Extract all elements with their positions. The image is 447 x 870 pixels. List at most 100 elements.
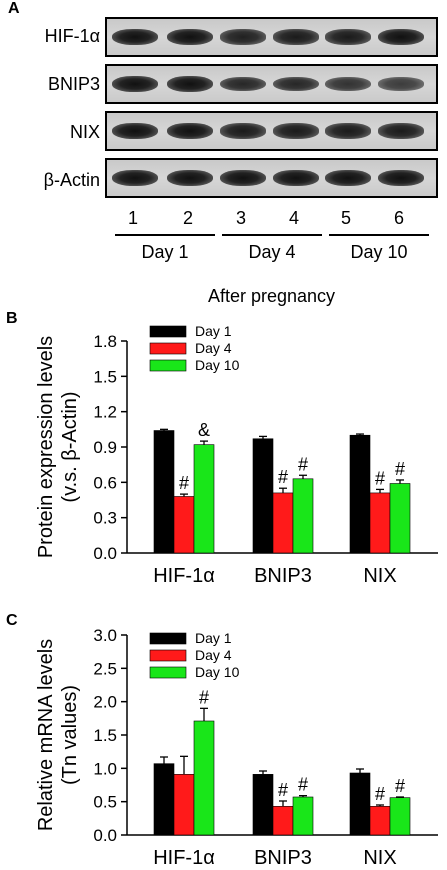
x-tick-label: BNIP3: [254, 565, 312, 587]
group-label-day10: Day 10: [350, 242, 408, 262]
significance-mark: #: [199, 687, 209, 707]
legend-label: Day 1: [195, 323, 232, 339]
significance-mark: #: [375, 784, 385, 804]
y-tick-label: 0.3: [93, 509, 117, 528]
y-axis-label: Protein expression levels: [35, 336, 57, 558]
blot-band: [167, 29, 213, 45]
bar: [349, 434, 371, 554]
bar: [153, 430, 175, 554]
group-label-day1: Day 1: [141, 242, 189, 262]
significance-mark: #: [395, 776, 405, 796]
legend-swatch: [149, 632, 187, 645]
bar: [292, 796, 314, 836]
blot-band: [112, 29, 158, 45]
blot-band: [112, 123, 158, 139]
bar: [389, 797, 411, 836]
blot-band: [273, 76, 319, 92]
blot-row-label-actin: β-Actin: [43, 170, 100, 190]
x-tick-label: BNIP3: [254, 847, 312, 869]
legend-label: Day 10: [195, 664, 240, 680]
x-tick-label: HIF-1α: [153, 847, 215, 869]
legend-swatch: [149, 666, 187, 679]
blot-band: [112, 76, 158, 92]
bar: [153, 763, 175, 836]
blot-row-label-hif1a: HIF-1α: [44, 26, 100, 46]
blot-band: [220, 76, 266, 92]
blot-row-label-nix: NIX: [69, 122, 100, 142]
significance-mark: #: [298, 454, 308, 474]
y-axis-label: (Tn values): [59, 685, 81, 785]
y-tick-label: 2.5: [93, 659, 117, 678]
blot-strip-nix: [105, 111, 438, 151]
bar: [272, 492, 294, 554]
bar: [193, 720, 215, 836]
y-tick-label: 1.5: [93, 726, 117, 745]
bar: [389, 483, 411, 554]
significance-mark: #: [298, 775, 308, 795]
legend-label: Day 4: [195, 647, 232, 663]
y-tick-label: 2.0: [93, 693, 117, 712]
blot-band: [167, 170, 213, 186]
blot-band: [378, 123, 424, 139]
blot-band: [325, 123, 371, 139]
blot-band: [325, 170, 371, 186]
y-tick-label: 1.5: [93, 367, 117, 386]
legend-swatch: [149, 325, 187, 338]
y-tick-label: 0.0: [93, 544, 117, 563]
significance-mark: #: [395, 459, 405, 479]
lane-number: 3: [235, 208, 246, 228]
panel-c-letter: C: [6, 612, 18, 629]
x-tick-label: HIF-1α: [153, 565, 215, 587]
lane-number: 1: [127, 208, 138, 228]
lane-number: 6: [393, 208, 404, 228]
mrna-levels-chart: 0.0 0.5 1.0 1.5 2.0 2.5 3.0 Relative mRNA level…: [35, 626, 438, 869]
y-tick-label: 0.0: [93, 826, 117, 845]
blot-band: [273, 170, 319, 186]
y-tick-label: 0.9: [93, 438, 117, 457]
bar: [369, 492, 391, 554]
y-axis-label: (v.s. β-Actin): [59, 391, 81, 502]
bar: [369, 806, 391, 836]
blot-strip-hif1a: [105, 17, 438, 57]
legend-label: Day 1: [195, 630, 232, 646]
significance-mark: #: [278, 467, 288, 487]
blot-band: [220, 170, 266, 186]
bar: [193, 444, 215, 554]
blot-band: [167, 76, 213, 92]
bar: [292, 478, 314, 554]
y-tick-label: 1.0: [93, 759, 117, 778]
after-pregnancy-caption: After pregnancy: [207, 286, 336, 306]
panel-b-letter: B: [6, 310, 18, 327]
blot-row-label-bnip3: BNIP3: [47, 74, 100, 94]
bar: [272, 806, 294, 836]
lane-number: 4: [288, 208, 299, 228]
significance-mark: #: [179, 473, 189, 493]
y-axis-label: Relative mRNA levels: [35, 639, 57, 831]
y-tick-label: 3.0: [93, 626, 117, 645]
group-line-day4: [222, 234, 322, 236]
blot-band: [273, 29, 319, 45]
bar: [252, 774, 274, 836]
blot-band: [325, 29, 371, 45]
panel-a-letter: A: [8, 0, 20, 17]
lane-number: 2: [182, 208, 193, 228]
y-tick-label: 0.5: [93, 793, 117, 812]
significance-mark: #: [375, 468, 385, 488]
y-tick-label: 1.8: [93, 332, 117, 351]
legend-label: Day 10: [195, 357, 240, 373]
legend-label: Day 4: [195, 340, 232, 356]
blot-band: [378, 77, 424, 91]
y-tick-label: 0.6: [93, 473, 117, 492]
legend-swatch: [149, 359, 187, 372]
group-line-day10: [329, 234, 429, 236]
y-tick-label: 1.2: [93, 403, 117, 422]
blot-strip-actin: [105, 158, 438, 198]
significance-mark: #: [278, 780, 288, 800]
x-tick-label: NIX: [363, 565, 396, 587]
significance-mark: &: [198, 420, 210, 440]
bar: [252, 438, 274, 554]
blot-band: [273, 123, 319, 139]
legend-swatch: [149, 649, 187, 662]
group-label-day4: Day 4: [248, 242, 296, 262]
protein-expression-chart: 0.0 0.3 0.6 0.9 1.2 1.5 1.8 Protein expression …: [35, 323, 438, 587]
